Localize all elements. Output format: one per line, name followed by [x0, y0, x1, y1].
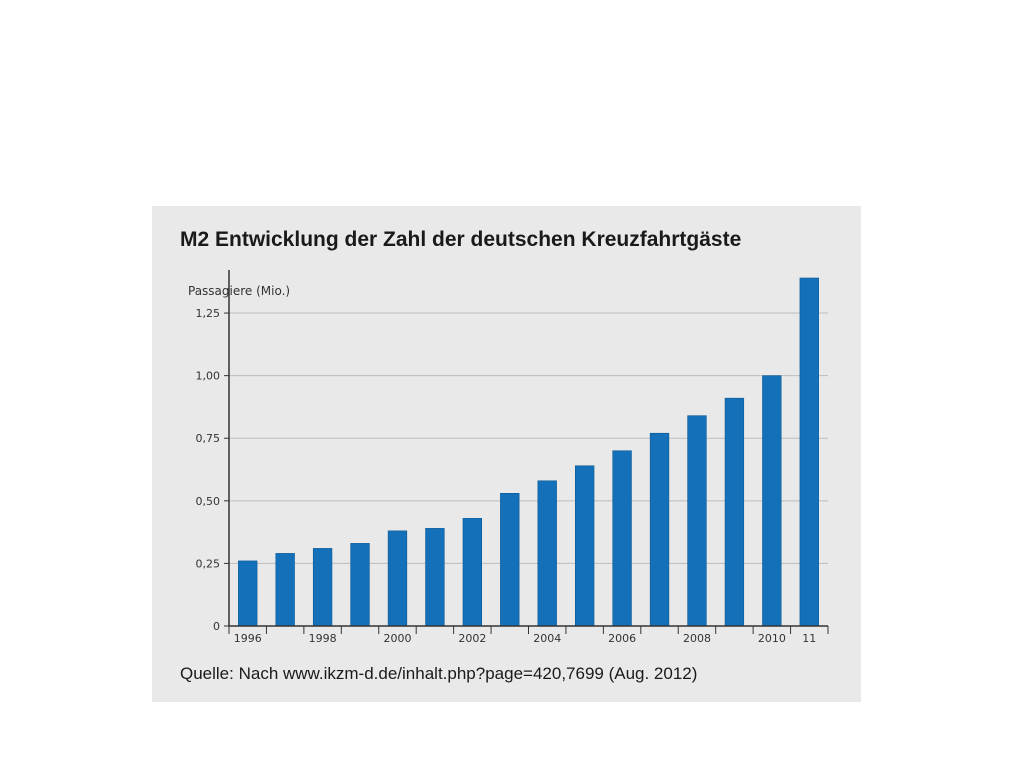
x-tick-label: 2006: [608, 632, 636, 645]
bar-2011: [799, 277, 819, 627]
bar-1999: [350, 543, 370, 627]
x-tick-label: 2010: [758, 632, 786, 645]
x-tick-label: 2002: [458, 632, 486, 645]
chart-plot: Passagiere (Mio.) 00,250,500,751,001,25 …: [188, 270, 829, 645]
y-tick-label: 0: [213, 620, 220, 633]
x-tick-label: 2008: [683, 632, 711, 645]
bar-2010: [762, 375, 782, 627]
bar-2007: [649, 432, 670, 627]
chart-title: M2 Entwicklung der Zahl der deutschen Kr…: [180, 228, 742, 251]
bar-1998: [312, 548, 333, 627]
y-tick-label: 0,50: [196, 495, 221, 508]
bar-2005: [574, 465, 595, 627]
bar-2009: [724, 397, 745, 627]
bar-2000: [387, 530, 408, 627]
chart-figure: M2 Entwicklung der Zahl der deutschen Kr…: [152, 206, 861, 702]
bar-2008: [687, 415, 707, 627]
source-note: Quelle: Nach www.ikzm-d.de/inhalt.php?pa…: [180, 664, 698, 683]
bar-2004: [537, 480, 557, 627]
x-tick-label: 1996: [234, 632, 262, 645]
x-tick-label: 11: [802, 632, 816, 645]
y-axis-label: Passagiere (Mio.): [188, 284, 290, 298]
y-tick-label: 1,00: [196, 370, 221, 383]
bar-2001: [425, 528, 445, 627]
x-tick-label: 2000: [383, 632, 411, 645]
x-tick-label: 2004: [533, 632, 561, 645]
bar-2002: [462, 518, 483, 627]
y-tick-label: 0,25: [196, 557, 221, 570]
y-tick-label: 1,25: [196, 307, 221, 320]
y-tick-label: 0,75: [196, 432, 221, 445]
bar-2006: [612, 450, 632, 627]
bar-2003: [500, 493, 520, 627]
bar-1997: [275, 553, 295, 627]
bar-1996: [238, 560, 258, 627]
x-tick-label: 1998: [309, 632, 337, 645]
